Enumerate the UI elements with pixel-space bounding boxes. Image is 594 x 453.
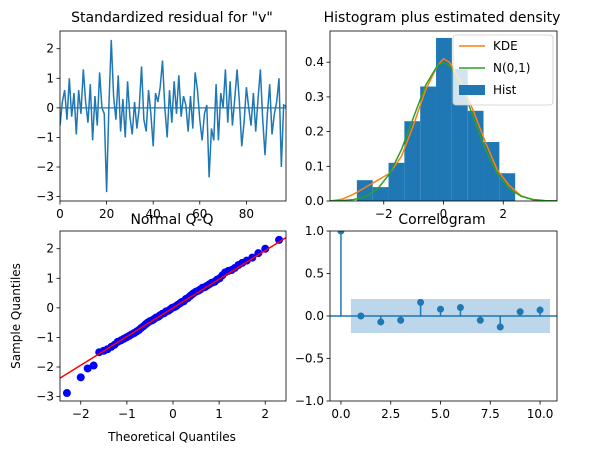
x-tick-label: −2 (375, 207, 393, 221)
x-tick-label: 2 (499, 207, 507, 221)
axes-frame (59, 30, 287, 202)
acf-marker (377, 318, 385, 326)
y-axis-label: Sample Quantiles (9, 263, 23, 369)
plot-area (60, 235, 286, 398)
legend: KDE N(0,1) Hist (452, 34, 554, 106)
acf-marker (516, 308, 524, 316)
x-tick-label: −1 (118, 407, 136, 421)
x-tick-label: 0 (169, 407, 177, 421)
y-tick-label: 1.0 (305, 224, 324, 238)
y-tick-label: −1 (36, 130, 54, 144)
histogram-bar (420, 86, 437, 201)
qq-point (76, 373, 85, 382)
x-tick-label: 20 (99, 207, 114, 221)
x-tick-label: 80 (239, 207, 254, 221)
normal-qq-panel: −2 −1 0 1 2 −3 −2 −1 0 1 2 Normal Q-Q Theoretical Qu… (9, 212, 287, 444)
x-tick-label: 0 (56, 207, 64, 221)
y-tick-label: −1 (36, 330, 54, 344)
y-tick-label: 2 (46, 42, 54, 56)
histogram-bar (483, 142, 500, 201)
x-tick-label: 0.0 (331, 407, 350, 421)
qq-point (254, 249, 263, 258)
histogram-bar (372, 187, 389, 201)
correlogram-panel: 0.0 2.5 5.0 7.5 10.0 −1.0 −0.5 0.0 0.5 1.0 Correlo… (295, 212, 558, 421)
y-tick-label: −0.5 (295, 352, 324, 366)
panel-title: Correlogram (398, 212, 485, 228)
plot-area (60, 39, 286, 193)
legend-label: Hist (493, 83, 517, 97)
histogram-density-panel: −2 0 2 0.0 0.1 0.2 0.3 0.4 KDE N(0,1) Hist Histogra… (305, 10, 560, 221)
kde-line (330, 58, 557, 201)
y-tick-label: −2 (36, 160, 54, 174)
qq-point (62, 389, 71, 398)
x-axis-label: Theoretical Quantiles (107, 430, 236, 444)
x-tick-label: 7.5 (481, 407, 500, 421)
acf-marker (337, 231, 345, 235)
x-tick-label: 0 (440, 207, 448, 221)
y-tick-label: 0.4 (305, 55, 324, 69)
y-tick-label: 0.3 (305, 90, 324, 104)
y-tick-label: 0.1 (305, 159, 324, 173)
histogram-bar (404, 121, 421, 201)
x-tick-label: 60 (192, 207, 207, 221)
y-tick-label: 1 (46, 71, 54, 85)
y-tick-label: 0.0 (305, 194, 324, 208)
x-tick-label: 5.0 (431, 407, 450, 421)
y-tick-label: 0.0 (305, 309, 324, 323)
qq-point (261, 244, 270, 253)
plot-area (330, 37, 557, 201)
x-tick-label: 40 (146, 207, 161, 221)
x-tick-label: −2 (72, 407, 90, 421)
y-tick-label: −3 (36, 390, 54, 404)
panel-title: Standardized residual for "v" (71, 10, 273, 26)
qq-point (89, 361, 98, 370)
y-tick-label: −2 (36, 360, 54, 374)
y-tick-label: 0 (46, 301, 54, 315)
panel-title: Normal Q-Q (130, 212, 213, 228)
legend-label: KDE (493, 39, 518, 53)
y-tick-label: 2 (46, 242, 54, 256)
y-tick-label: −1.0 (295, 394, 324, 408)
histogram-bar (388, 162, 405, 201)
qq-point (275, 235, 284, 244)
acf-marker (536, 306, 544, 314)
y-tick-label: 1 (46, 271, 54, 285)
acf-marker (417, 298, 425, 306)
acf-marker (456, 304, 464, 311)
panel-title: Histogram plus estimated density (324, 10, 561, 26)
acf-marker (357, 312, 365, 320)
histogram-bar (436, 37, 452, 201)
x-tick-label: 2 (261, 407, 269, 421)
x-tick-label: 10.0 (527, 407, 554, 421)
y-tick-label: 0 (46, 101, 54, 115)
y-tick-label: 0.5 (305, 267, 324, 281)
legend-patch-swatch (459, 85, 485, 95)
qq-point (83, 364, 92, 373)
legend-label: N(0,1) (493, 61, 530, 75)
reference-line (60, 236, 286, 379)
acf-marker (496, 323, 504, 331)
acf-marker (437, 305, 445, 313)
residual-series-line (60, 39, 286, 193)
x-tick-label: 2.5 (381, 407, 400, 421)
standardized-residual-panel: 0 20 40 60 80 −3 −2 −1 0 1 2 Standardized residual … (36, 10, 287, 221)
x-tick-label: 1 (215, 407, 223, 421)
plot-area (330, 231, 557, 333)
acf-marker (397, 316, 405, 324)
y-tick-label: 0.2 (305, 125, 324, 139)
y-tick-label: −3 (36, 190, 54, 204)
normal-density-line (330, 61, 557, 201)
acf-marker (476, 316, 484, 324)
